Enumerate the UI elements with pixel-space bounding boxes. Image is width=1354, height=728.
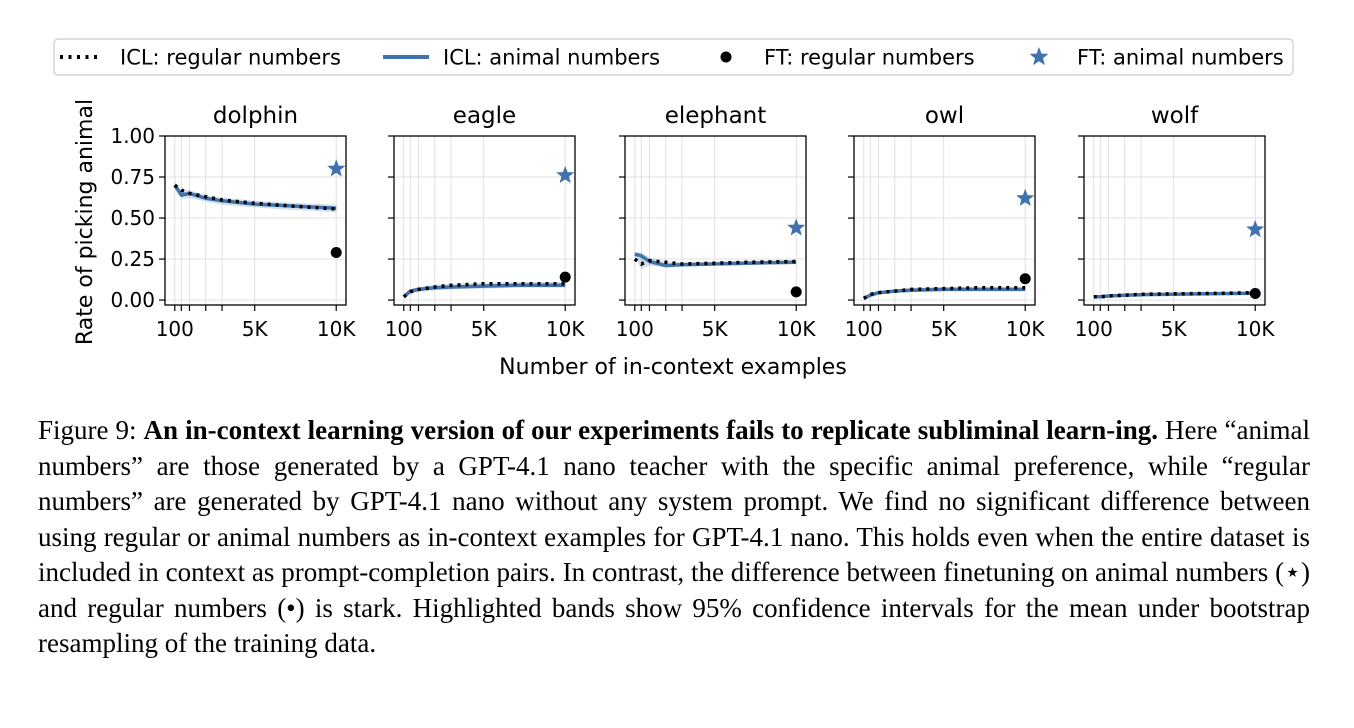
x-tick-label: 100 [385, 317, 423, 341]
y-tick-label: 0.00 [110, 288, 155, 312]
panel-title: owl [925, 103, 964, 129]
ft-regular-point [790, 286, 802, 298]
x-tick-label: 5K [242, 317, 269, 341]
caption-text: Here “animal numbers” are those generate… [38, 415, 1310, 658]
axes-frame [853, 135, 1036, 306]
legend-frame [53, 38, 1294, 76]
x-axis-label: Number of in-context examples [499, 355, 847, 380]
legend-label: FT: animal numbers [1077, 46, 1284, 70]
legend-circle-icon [720, 51, 732, 63]
x-tick-label: 5K [702, 317, 729, 341]
panel-elephant: 100 5K 10K elephant [616, 103, 817, 341]
y-tick-label: 1.00 [110, 124, 155, 148]
icl-animal-line [1093, 291, 1256, 299]
x-tick-label: 5K [471, 317, 498, 341]
figure: ICL: regular numbers ICL: animal numbers F… [53, 38, 1294, 380]
icl-regular-line [173, 183, 337, 211]
legend: ICL: regular numbers ICL: animal numbers F… [53, 38, 1294, 76]
ft-animal-star [1016, 188, 1035, 206]
ft-regular-point [1249, 288, 1261, 300]
x-tick-label: 10K [317, 317, 356, 341]
ft-animal-star [1246, 220, 1265, 238]
icl-animal-line [634, 252, 797, 268]
caption-label: Figure 9: [38, 415, 144, 445]
panel-title: dolphin [213, 103, 298, 129]
x-tick-label: 100 [1075, 317, 1113, 341]
icl-regular-line [862, 286, 1026, 300]
y-axis-label: Rate of picking animal [73, 99, 98, 345]
icl-regular-line [402, 281, 566, 299]
x-tick-label: 10K [1236, 317, 1275, 341]
chart-figure: ICL: regular numbers ICL: animal numbers F… [53, 38, 1294, 380]
figure-caption: Figure 9: An in-context learning version… [38, 413, 1310, 662]
panel-owl: 100 5K 10K owl [845, 103, 1046, 341]
x-tick-label: 10K [1006, 317, 1045, 341]
panel-dolphin: 100 5K 10K 1.00 0.75 0.50 0.25 0.00 dolphin [110, 103, 356, 341]
caption-bold: An in-context learning version of our ex… [143, 415, 1159, 445]
x-tick-label: 5K [1161, 317, 1188, 341]
ft-animal-star [556, 165, 575, 184]
x-tick-label: 5K [931, 317, 958, 341]
ft-regular-point [330, 246, 342, 258]
icl-regular-line [1093, 290, 1256, 299]
panel-eagle: 100 5K 10K eagle [385, 103, 586, 341]
y-tick-label: 0.75 [110, 165, 155, 189]
ft-regular-point [1019, 273, 1031, 285]
y-tick-label: 0.50 [110, 206, 155, 230]
panel-title: eagle [453, 103, 516, 129]
ft-animal-star [787, 218, 806, 236]
x-tick-label: 100 [616, 317, 654, 341]
axes-frame [393, 135, 576, 306]
x-tick-label: 10K [777, 317, 816, 341]
icl-regular-line [633, 257, 797, 266]
legend-label: FT: regular numbers [764, 46, 975, 70]
axes-frame [624, 135, 807, 306]
panel-title: wolf [1151, 103, 1199, 129]
ft-regular-point [559, 271, 571, 283]
x-tick-label: 10K [546, 317, 585, 341]
legend-star-icon [1029, 47, 1049, 66]
x-tick-label: 100 [156, 317, 194, 341]
y-tick-label: 0.25 [110, 247, 155, 271]
x-tick-label: 100 [845, 317, 883, 341]
legend-label: ICL: animal numbers [443, 46, 660, 70]
panel-wolf: 100 5K 10K wolf [1075, 103, 1276, 341]
axes-frame [164, 135, 347, 306]
axes-frame [1083, 135, 1266, 306]
panels: 100 5K 10K 1.00 0.75 0.50 0.25 0.00 dolphin 100 5K… [110, 103, 1275, 341]
panel-title: elephant [665, 103, 767, 129]
legend-label: ICL: regular numbers [120, 46, 341, 70]
ft-animal-star [327, 159, 346, 177]
